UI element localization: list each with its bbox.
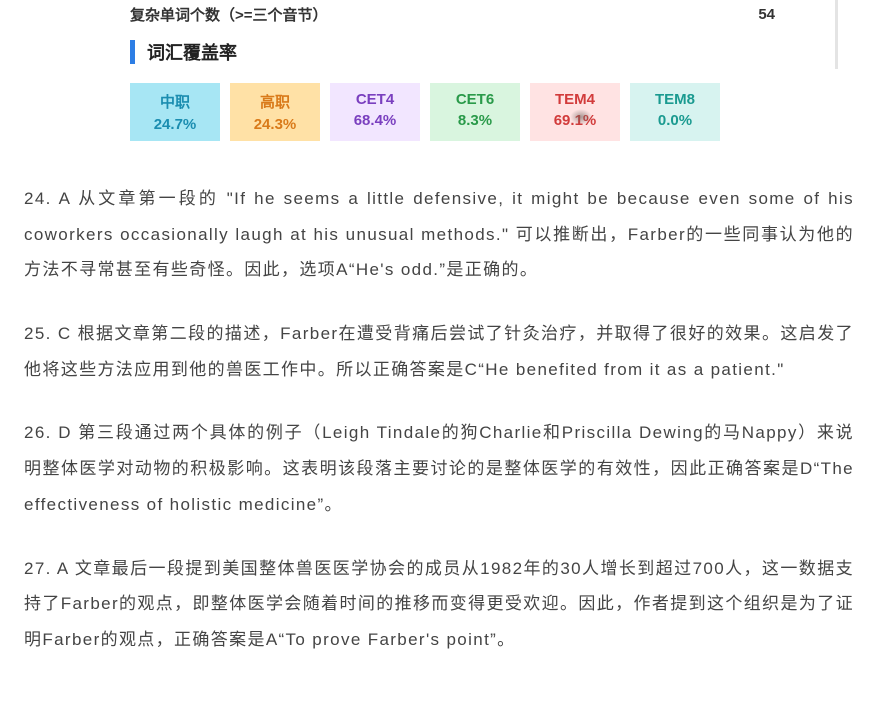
coverage-title: 词汇覆盖率	[147, 39, 237, 65]
header-accent-bar	[130, 40, 135, 64]
complex-word-stat: 复杂单词个数（>=三个音节） 54	[0, 0, 838, 39]
coverage-label: TEM8	[630, 91, 720, 108]
coverage-label: 中职	[130, 91, 220, 112]
coverage-cell-tem4: TEM4 69.1%	[530, 83, 620, 141]
coverage-pct: 68.4%	[330, 112, 420, 129]
coverage-row: 中职 24.7% 高职 24.3% CET4 68.4% CET6 8.3% T…	[130, 83, 878, 141]
coverage-cell-zhongzhi: 中职 24.7%	[130, 83, 220, 141]
smudge-icon	[570, 109, 592, 125]
stat-value: 54	[758, 6, 775, 23]
coverage-label: TEM4	[530, 91, 620, 108]
stats-section: 复杂单词个数（>=三个音节） 54 词汇覆盖率 中职 24.7% 高职 24.3…	[0, 0, 878, 161]
answer-26: 26. D 第三段通过两个具体的例子（Leigh Tindale的狗Charli…	[24, 415, 854, 522]
coverage-cell-cet4: CET4 68.4%	[330, 83, 420, 141]
coverage-cell-gaozhi: 高职 24.3%	[230, 83, 320, 141]
coverage-pct: 24.3%	[230, 116, 320, 133]
coverage-pct: 0.0%	[630, 112, 720, 129]
coverage-header: 词汇覆盖率	[130, 39, 838, 69]
answers-section: 24. A 从文章第一段的 "If he seems a little defe…	[0, 161, 878, 696]
answer-24: 24. A 从文章第一段的 "If he seems a little defe…	[24, 181, 854, 288]
coverage-label: 高职	[230, 91, 320, 112]
coverage-label: CET6	[430, 91, 520, 108]
stat-label: 复杂单词个数（>=三个音节）	[130, 4, 328, 25]
answer-25: 25. C 根据文章第二段的描述，Farber在遭受背痛后尝试了针灸治疗，并取得…	[24, 316, 854, 387]
coverage-label: CET4	[330, 91, 420, 108]
coverage-pct: 8.3%	[430, 112, 520, 129]
answer-27: 27. A 文章最后一段提到美国整体兽医医学协会的成员从1982年的30人增长到…	[24, 551, 854, 658]
coverage-pct: 24.7%	[130, 116, 220, 133]
coverage-cell-tem8: TEM8 0.0%	[630, 83, 720, 141]
coverage-cell-cet6: CET6 8.3%	[430, 83, 520, 141]
